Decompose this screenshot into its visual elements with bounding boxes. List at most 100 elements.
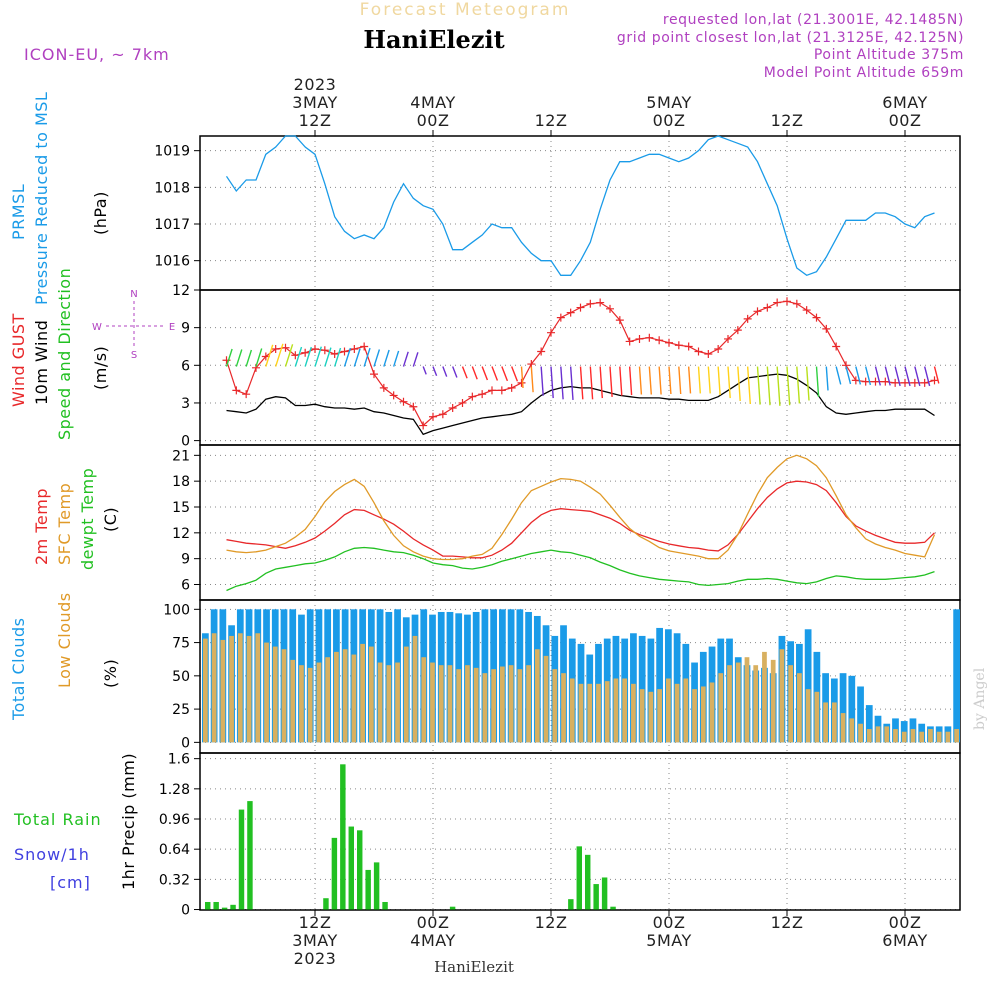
gust-marker: [566, 308, 575, 317]
clouds-ytick-label: 100: [163, 602, 190, 618]
precip-ytick-label: 0.32: [159, 872, 190, 888]
wind-arrow: [471, 366, 478, 380]
low-clouds-bar: [875, 726, 881, 743]
top-time-label: 00Z: [653, 111, 686, 130]
bottom-time-label: 12Z: [535, 913, 568, 932]
wind-arrow: [501, 366, 509, 382]
wind-arrow: [668, 366, 672, 395]
gust-marker: [930, 376, 939, 385]
bottom-time-label: 00Z: [417, 913, 450, 932]
gust-marker: [802, 306, 811, 315]
low-clouds-bar: [403, 646, 409, 743]
low-clouds-bar: [849, 718, 855, 743]
low-clouds-bar: [412, 635, 418, 743]
precip-ytick-label: 1.6: [168, 752, 190, 768]
low-clouds-bar: [211, 633, 217, 743]
rain-bar: [585, 854, 591, 910]
low-clouds-bar: [945, 731, 951, 743]
wind-arrow: [402, 351, 409, 367]
gust-marker: [822, 324, 831, 333]
bottom-time-label: 3MAY: [292, 931, 337, 950]
precip-ytick-label: 0.64: [159, 842, 190, 858]
low-clouds-bar: [281, 649, 287, 743]
low-clouds-bar: [770, 659, 776, 743]
low-clouds-bar: [255, 633, 261, 743]
low-clouds-bar: [203, 638, 208, 743]
rain-bar: [238, 809, 245, 910]
wind-ytick-label: 0: [181, 434, 190, 450]
rain-bar: [449, 906, 456, 910]
low-clouds-bar: [866, 729, 872, 743]
total-clouds-label: Total Clouds: [9, 618, 28, 722]
low-clouds-bar: [604, 681, 610, 743]
wind-arrow: [628, 366, 633, 396]
rain-bar: [568, 899, 574, 910]
gust-marker: [851, 376, 860, 385]
low-clouds-bar: [718, 673, 724, 743]
gust-marker: [311, 344, 319, 353]
wind-arrow: [707, 366, 711, 394]
low-clouds-bar: [377, 662, 383, 743]
pressure-unit: (hPa): [91, 191, 110, 235]
gust-line: [225, 300, 935, 427]
low-clouds-bar: [386, 665, 392, 743]
pressure-ytick-label: 1016: [154, 254, 190, 270]
rain-bar: [230, 904, 236, 910]
wind-arrow: [796, 366, 801, 404]
clouds-ytick-label: 0: [181, 735, 190, 751]
clouds-unit: (%): [101, 659, 120, 688]
gust-marker: [271, 344, 280, 353]
low-clouds-bar: [360, 643, 365, 743]
low-clouds-bar: [534, 649, 540, 743]
wind-arrow: [746, 366, 751, 405]
wind-arrow: [294, 346, 303, 367]
gust-marker: [488, 386, 496, 395]
rain-bar: [221, 907, 228, 910]
rain-bar: [247, 801, 253, 910]
pressure-panel-frame: [199, 135, 961, 291]
low-clouds-bar: [665, 678, 671, 743]
wind-arrow: [609, 366, 613, 397]
pressure-ytick-label: 1018: [154, 180, 190, 196]
wind-arrow: [442, 366, 448, 377]
gust-marker: [586, 299, 595, 308]
clouds-ytick-label: 75: [172, 636, 190, 652]
low-clouds-bar: [421, 657, 427, 743]
precip-panel-frame: [199, 752, 961, 911]
precip-ytick-label: 0.96: [159, 812, 190, 828]
wind-arrow: [678, 366, 682, 395]
wind-arrow: [737, 366, 741, 402]
low-clouds-bar: [482, 673, 488, 743]
low-clouds-bar: [438, 665, 444, 743]
top-time-label: 12Z: [771, 111, 804, 130]
gust-marker: [360, 342, 369, 351]
low-clouds-bar: [578, 683, 584, 743]
total-clouds-bar: [647, 638, 655, 743]
rain-bar: [348, 826, 354, 910]
low-clouds-bar: [368, 646, 374, 743]
gust-marker: [399, 397, 408, 406]
gust-marker: [704, 350, 713, 359]
footer-location: HaniElezit: [434, 958, 514, 976]
low-clouds-bar: [220, 639, 226, 743]
wind-arrow: [422, 366, 427, 375]
wind-arrow: [245, 349, 253, 367]
low-clouds-bar: [700, 686, 706, 743]
total-rain-label: Total Rain: [13, 810, 102, 829]
low-clouds-bar: [762, 651, 767, 743]
pressure-msl-label: Pressure Reduced to MSL: [32, 92, 51, 305]
gust-marker: [537, 347, 546, 356]
low-clouds-bar: [569, 678, 575, 743]
gust-marker: [615, 316, 624, 325]
low-clouds-bar: [823, 702, 828, 743]
rain-bar: [213, 901, 219, 910]
low-clouds-bar: [840, 713, 846, 743]
gust-marker: [694, 347, 703, 356]
compass-n-label: N: [130, 289, 137, 300]
compass-w-label: W: [92, 322, 102, 333]
model-label: ICON-EU, ~ 7km: [24, 45, 170, 64]
wind-arrow: [815, 366, 820, 397]
temp2m-label: 2m Temp: [32, 488, 51, 565]
low-clouds-bar: [893, 729, 898, 743]
